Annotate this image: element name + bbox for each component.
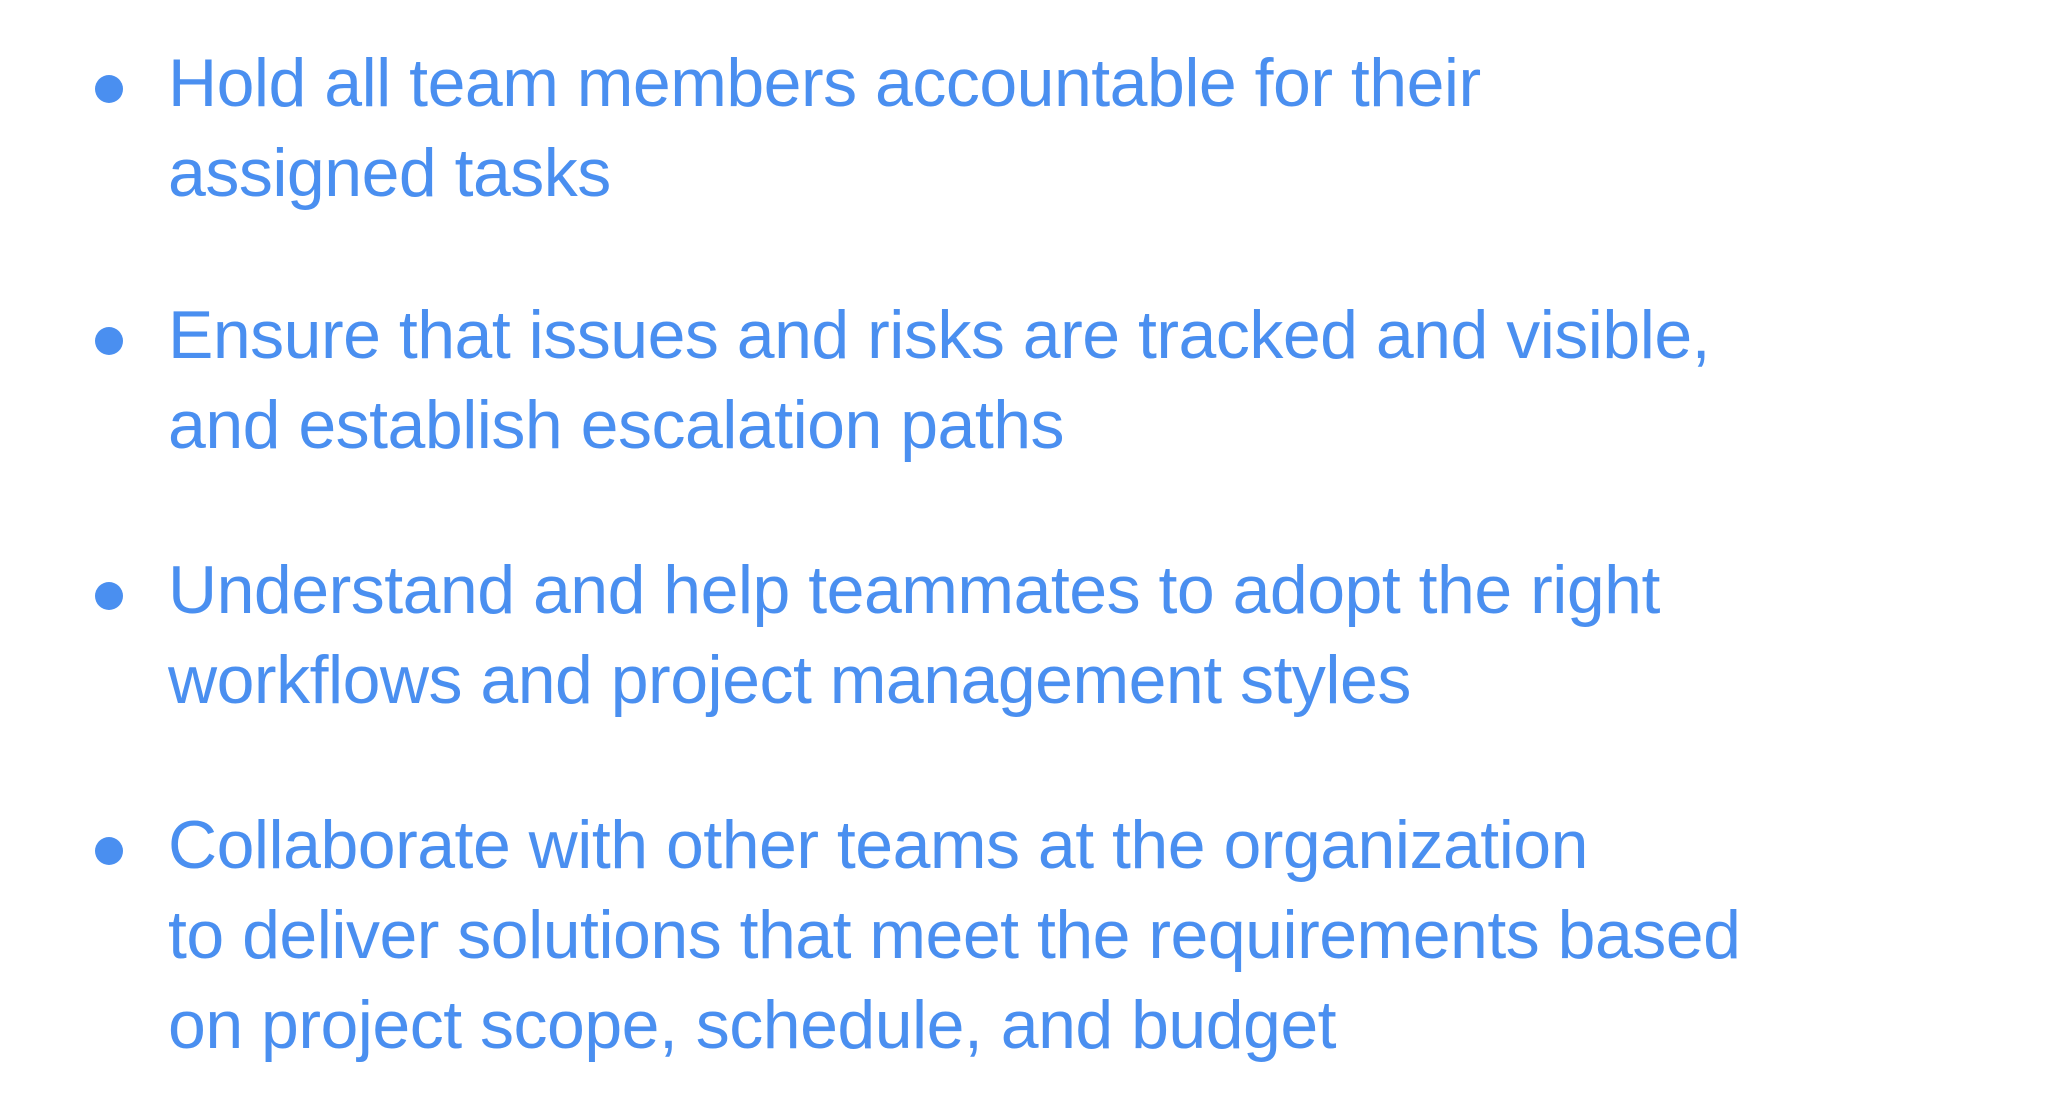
bullet-dot-icon	[95, 75, 123, 103]
bullet-item-accountability: Hold all team members accountable for th…	[95, 38, 2028, 218]
bullet-text-line: and establish escalation paths	[168, 387, 1065, 463]
bullet-item-issues-risks: Ensure that issues and risks are tracked…	[95, 290, 2028, 470]
bullet-text-line: to deliver solutions that meet the requi…	[168, 897, 1741, 973]
bullet-text-line: Understand and help teammates to adopt t…	[168, 552, 1660, 628]
bullet-text-line: Ensure that issues and risks are tracked…	[168, 297, 1711, 373]
bullet-dot-icon	[95, 582, 123, 610]
bullet-item-collaborate: Collaborate with other teams at the orga…	[95, 800, 2028, 1070]
bullet-text-line: Hold all team members accountable for th…	[168, 45, 1481, 121]
bullet-dot-icon	[95, 837, 123, 865]
bullet-text-line: on project scope, schedule, and budget	[168, 987, 1337, 1063]
bullet-dot-icon	[95, 327, 123, 355]
bullet-text-line: workflows and project management styles	[168, 642, 1411, 718]
bullet-text-line: assigned tasks	[168, 135, 611, 211]
bullet-text-line: Collaborate with other teams at the orga…	[168, 807, 1588, 883]
bullet-item-workflows: Understand and help teammates to adopt t…	[95, 545, 2028, 725]
